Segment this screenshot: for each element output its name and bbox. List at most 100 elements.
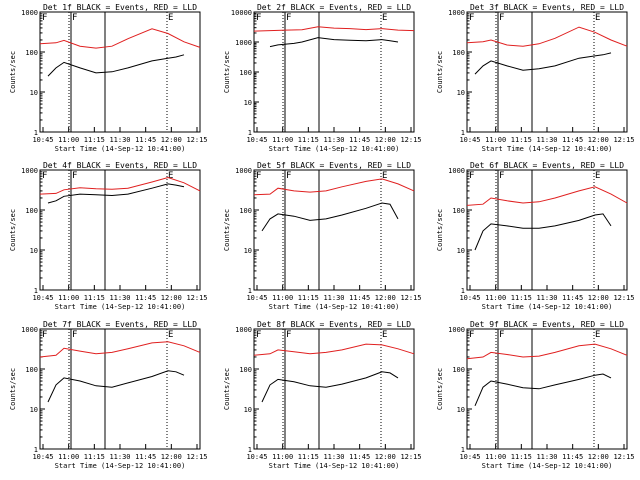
x-tick-label: 11:00 (58, 136, 79, 144)
x-tick-label: 10:45 (459, 294, 480, 302)
y-axis-label: Counts/sec (223, 368, 231, 410)
marker-label: E (382, 171, 387, 181)
x-tick-label: 11:00 (58, 453, 79, 461)
chart-panel-6: Det 6f BLACK = Events, RED = LLD 1 10 100 10… (436, 161, 635, 311)
x-tick-label: 11:15 (298, 294, 319, 302)
plot-frame (466, 169, 628, 291)
chart-panel-1: Det 1f BLACK = Events, RED = LLD 1 10 100 10… (9, 3, 208, 153)
plot-frame (466, 11, 628, 133)
x-axis-label: Start Time (14-Sep-12 10:41:00) (482, 303, 613, 311)
x-axis-label: Start Time (14-Sep-12 10:41:00) (482, 462, 613, 470)
series-line-lld (253, 26, 415, 32)
x-tick-label: 12:15 (186, 294, 207, 302)
y-tick-label: 1000 (235, 39, 252, 47)
chart-title: Det 2f BLACK = Events, RED = LLD (257, 3, 411, 12)
x-axis-label: Start Time (14-Sep-12 10:41:00) (269, 462, 400, 470)
series-line-lld (39, 28, 201, 49)
marker-label: E (595, 330, 600, 340)
x-tick-label: 11:45 (562, 453, 583, 461)
y-tick-label: 1 (461, 129, 465, 137)
x-tick-label: 12:00 (375, 136, 396, 144)
y-tick-label: 10 (457, 89, 465, 97)
x-tick-label: 11:30 (323, 294, 344, 302)
x-tick-label: 11:30 (109, 453, 130, 461)
x-tick-label: 11:30 (536, 453, 557, 461)
y-axis-label: Counts/sec (223, 51, 231, 93)
y-tick-label: 1 (34, 287, 38, 295)
x-tick-label: 11:45 (135, 453, 156, 461)
marker-label: F (42, 330, 47, 340)
x-tick-label: 11:00 (272, 294, 293, 302)
chart-panel-7: Det 7f BLACK = Events, RED = LLD 1 10 100 10… (9, 320, 208, 470)
x-tick-label: 12:15 (186, 453, 207, 461)
x-tick-label: 12:00 (375, 294, 396, 302)
series-line-events (261, 371, 399, 403)
chart-panel-4: Det 4f BLACK = Events, RED = LLD 1 10 100 10… (9, 161, 208, 311)
marker-label: F (499, 13, 504, 23)
marker-label: F (72, 13, 77, 23)
series-line-lld (39, 341, 201, 358)
marker-label: F (469, 13, 474, 23)
chart-title: Det 5f BLACK = Events, RED = LLD (257, 161, 411, 170)
y-tick-label: 1000 (448, 9, 465, 17)
marker-label: F (499, 330, 504, 340)
marker-label: E (382, 13, 387, 23)
x-axis-label: Start Time (14-Sep-12 10:41:00) (55, 462, 186, 470)
y-tick-label: 1 (34, 129, 38, 137)
y-tick-label: 1000 (21, 167, 38, 175)
x-tick-label: 12:00 (375, 453, 396, 461)
x-tick-label: 11:30 (536, 294, 557, 302)
x-tick-label: 11:15 (298, 453, 319, 461)
y-tick-label: 100 (25, 207, 38, 215)
marker-label: F (286, 330, 291, 340)
x-tick-label: 11:15 (298, 136, 319, 144)
marker-label: F (256, 330, 261, 340)
x-tick-label: 10:45 (459, 136, 480, 144)
y-tick-label: 1000 (235, 167, 252, 175)
series-line-lld (466, 186, 628, 206)
x-tick-label: 11:30 (536, 136, 557, 144)
marker-label: F (72, 330, 77, 340)
x-tick-label: 10:45 (32, 294, 53, 302)
x-tick-label: 12:15 (613, 136, 634, 144)
y-tick-label: 1000 (448, 167, 465, 175)
chart-title: Det 4f BLACK = Events, RED = LLD (43, 161, 197, 170)
x-tick-label: 11:00 (485, 453, 506, 461)
y-tick-label: 100 (452, 49, 465, 57)
y-tick-label: 1000 (235, 326, 252, 334)
x-axis-label: Start Time (14-Sep-12 10:41:00) (55, 303, 186, 311)
x-tick-label: 12:15 (400, 453, 421, 461)
marker-label: E (168, 171, 173, 181)
marker-label: F (42, 13, 47, 23)
x-tick-label: 12:00 (588, 136, 609, 144)
x-tick-label: 11:45 (349, 294, 370, 302)
chart-panel-5: Det 5f BLACK = Events, RED = LLD 1 10 100 10… (223, 161, 422, 311)
x-tick-label: 11:00 (272, 453, 293, 461)
y-axis-label: Counts/sec (9, 368, 17, 410)
y-tick-label: 1000 (21, 9, 38, 17)
y-tick-label: 1 (461, 446, 465, 454)
marker-label: E (595, 13, 600, 23)
marker-label: E (595, 171, 600, 181)
x-axis-label: Start Time (14-Sep-12 10:41:00) (482, 145, 613, 153)
marker-label: E (168, 330, 173, 340)
x-tick-label: 12:15 (613, 453, 634, 461)
y-tick-label: 1000 (21, 326, 38, 334)
y-tick-label: 10 (244, 99, 252, 107)
y-tick-label: 10 (30, 89, 38, 97)
series-line-events (47, 183, 185, 204)
x-axis-label: Start Time (14-Sep-12 10:41:00) (269, 303, 400, 311)
series-line-lld (253, 343, 415, 356)
x-tick-label: 12:15 (400, 136, 421, 144)
x-tick-label: 10:45 (246, 294, 267, 302)
series-line-events (474, 213, 612, 251)
y-tick-label: 1000 (448, 326, 465, 334)
marker-label: F (469, 330, 474, 340)
y-tick-label: 10 (457, 247, 465, 255)
y-tick-label: 1 (248, 129, 252, 137)
series-line-events (474, 52, 612, 75)
x-tick-label: 11:00 (58, 294, 79, 302)
series-line-lld (253, 178, 415, 196)
chart-panel-2: Det 2f BLACK = Events, RED = LLD 1 10 100 10… (223, 3, 422, 153)
